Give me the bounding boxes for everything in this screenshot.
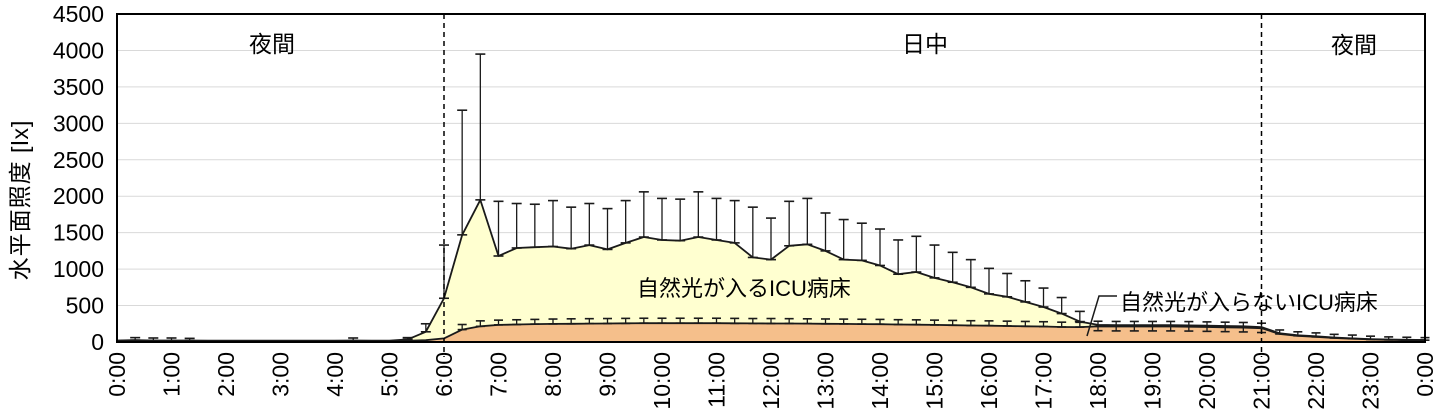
x-tick-label: 23:00: [1358, 352, 1384, 410]
y-tick-labels: 0 500 1000 1500 2000 2500 3000 3500 4000 4500: [53, 1, 104, 355]
y-tick-label: 4000: [53, 37, 104, 63]
x-tick-label: 18:00: [1085, 352, 1111, 410]
y-tick-label: 1000: [53, 256, 104, 282]
y-tick-label: 3000: [53, 110, 104, 136]
x-tick-label: 7:00: [486, 352, 512, 397]
x-tick-labels: 0:00 1:00 2:00 3:00 4:00 5:00 6:00 7:00 8:00 9:00…: [104, 352, 1438, 410]
x-tick-label: 4:00: [322, 352, 348, 397]
y-axis-title: 水平面照度 [lx]: [7, 119, 33, 281]
boundary-lines: [443, 14, 1263, 357]
y-tick-label: 3500: [53, 74, 104, 100]
x-tick-label: 0:00: [1412, 352, 1438, 397]
annotation-leader-line: [1086, 295, 1117, 337]
annotation-natural-light-icu: 自然光が入るICU病床: [637, 276, 851, 301]
x-tick-label: 9:00: [595, 352, 621, 397]
x-tick-label: 1:00: [159, 352, 185, 397]
x-tick-label: 19:00: [1140, 352, 1166, 410]
y-tick-label: 500: [66, 293, 104, 319]
x-tick-label: 12:00: [758, 352, 784, 410]
x-tick-label: 21:00: [1249, 352, 1275, 410]
region-label-night-right: 夜間: [1331, 32, 1377, 58]
x-tick-label: 3:00: [268, 352, 294, 397]
series-lines: [116, 198, 1426, 342]
x-tick-label: 14:00: [867, 352, 893, 410]
no-natural-light-line: [117, 322, 1425, 342]
x-tick-label: 11:00: [704, 352, 730, 408]
x-tick-label: 10:00: [649, 352, 675, 410]
y-tick-label: 1500: [53, 220, 104, 246]
x-tick-label: 17:00: [1031, 352, 1057, 410]
region-label-night-left: 夜間: [249, 31, 295, 57]
x-tick-label: 22:00: [1303, 352, 1329, 410]
y-tick-label: 4500: [53, 1, 104, 27]
x-tick-label: 13:00: [813, 352, 839, 410]
x-tick-label: 8:00: [540, 352, 566, 397]
annotation-no-natural-light-icu: 自然光が入らないICU病床: [1120, 290, 1378, 315]
y-tick-label: 0: [91, 329, 104, 355]
x-tick-label: 15:00: [922, 352, 948, 410]
x-tick-label: 0:00: [104, 352, 130, 397]
plot-border: [116, 13, 1426, 343]
region-label-day: 日中: [902, 31, 948, 57]
x-tick-label: 6:00: [431, 352, 457, 397]
y-tick-label: 2500: [53, 147, 104, 173]
x-tick-label: 20:00: [1194, 352, 1220, 410]
x-tick-label: 2:00: [213, 352, 239, 397]
x-tick-label: 16:00: [976, 352, 1002, 410]
x-tick-label: 5:00: [377, 352, 403, 397]
y-tick-label: 2000: [53, 183, 104, 209]
